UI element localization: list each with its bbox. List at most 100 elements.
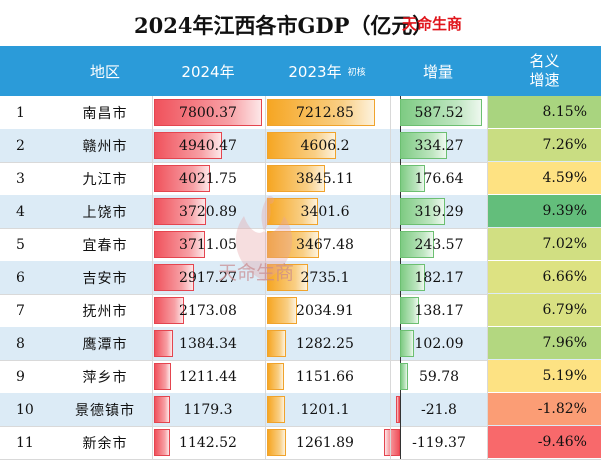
gdp-2024-bar xyxy=(154,165,210,192)
growth-rate-cell: 9.39% xyxy=(488,195,601,227)
gdp-2024-value: 3711.05 xyxy=(179,236,237,253)
increase-bar xyxy=(400,165,425,192)
growth-rate-cell: -9.46% xyxy=(488,426,601,458)
gdp-2024-bar xyxy=(154,264,195,291)
gdp-2024-value: 1142.52 xyxy=(179,434,237,451)
gdp-2023-bar xyxy=(267,396,285,423)
gdp-2023-bar xyxy=(267,330,287,357)
growth-rate-cell: 4.59% xyxy=(488,162,601,194)
table-row: 8 鹰潭市 1384.34 1282.25 102.09 7.96% xyxy=(0,327,601,361)
gdp-2024-value: 7800.37 xyxy=(179,104,237,121)
city-cell: 南昌市 xyxy=(82,105,128,122)
column-divider xyxy=(487,96,488,460)
increase-value: 182.17 xyxy=(414,269,464,286)
title-row: 2024年江西各市GDP（亿元） 天命生商 xyxy=(0,0,601,46)
gdp-2023-value: 1201.1 xyxy=(300,401,350,418)
rank-cell: 1 xyxy=(16,104,25,121)
header-rate: 名义增速 xyxy=(488,46,601,96)
gdp-2024-value: 1211.44 xyxy=(179,368,237,385)
growth-rate-cell: 8.15% xyxy=(488,96,601,128)
gdp-2023-bar xyxy=(267,165,325,192)
increase-bar xyxy=(400,264,426,291)
gdp-2023-bar xyxy=(267,99,375,126)
gdp-2023-bar xyxy=(267,198,318,225)
header-2023: 2023年 初核 xyxy=(266,46,388,96)
column-divider xyxy=(265,96,266,460)
city-cell: 鹰潭市 xyxy=(82,336,128,353)
rank-cell: 11 xyxy=(16,434,34,451)
rank-cell: 7 xyxy=(16,302,25,319)
increase-bar xyxy=(400,198,445,225)
increase-bar xyxy=(400,231,434,258)
city-cell: 新余市 xyxy=(82,435,128,452)
gdp-2023-value: 4606.2 xyxy=(300,137,350,154)
gdp-2023-bar xyxy=(267,132,336,159)
gdp-2023-value: 1282.25 xyxy=(296,335,354,352)
city-cell: 抚州市 xyxy=(82,303,128,320)
brand-label: 天命生商 xyxy=(402,15,463,33)
gdp-2023-value: 1151.66 xyxy=(296,368,354,385)
gdp-2023-bar xyxy=(267,297,298,324)
increase-bar xyxy=(384,429,400,456)
increase-value: 319.29 xyxy=(414,203,464,220)
increase-value: 59.78 xyxy=(418,368,460,385)
gdp-2024-value: 1179.3 xyxy=(183,401,233,418)
city-cell: 景德镇市 xyxy=(75,402,135,419)
growth-rate-cell: 7.02% xyxy=(488,228,601,260)
header-region: 地区 xyxy=(89,62,120,81)
rank-cell: 8 xyxy=(16,335,25,352)
gdp-2024-bar xyxy=(154,198,206,225)
growth-rate-cell: 6.66% xyxy=(488,261,601,293)
increase-value: -119.37 xyxy=(412,434,466,451)
growth-rate-cell: 6.79% xyxy=(488,294,601,326)
growth-rate-cell: -1.82% xyxy=(488,393,601,425)
growth-rate-cell: 7.96% xyxy=(488,327,601,359)
rank-cell: 3 xyxy=(16,170,25,187)
increase-value: 102.09 xyxy=(414,335,464,352)
increase-axis-line xyxy=(400,426,401,459)
increase-bar xyxy=(396,396,400,423)
rank-cell: 10 xyxy=(16,401,34,418)
city-cell: 萍乡市 xyxy=(82,369,128,386)
header-2023-label: 2023年 xyxy=(288,62,342,81)
city-cell: 九江市 xyxy=(82,171,128,188)
city-cell: 吉安市 xyxy=(82,270,128,287)
rank-cell: 2 xyxy=(16,137,25,154)
rank-cell: 6 xyxy=(16,269,25,286)
increase-value: -21.8 xyxy=(421,401,457,418)
gdp-2023-value: 3467.48 xyxy=(296,236,354,253)
gdp-2023-bar xyxy=(267,363,285,390)
table-row: 2 赣州市 4940.47 4606.2 334.27 7.26% xyxy=(0,129,601,163)
gdp-2024-bar xyxy=(154,429,170,456)
gdp-2024-bar xyxy=(154,297,185,324)
table-row: 5 宜春市 3711.05 3467.48 243.57 7.02% xyxy=(0,228,601,262)
table-row: 1 南昌市 7800.37 7212.85 587.52 8.15% xyxy=(0,96,601,130)
city-cell: 赣州市 xyxy=(82,138,128,155)
header-2023-note: 初核 xyxy=(347,67,366,78)
gdp-2024-value: 2173.08 xyxy=(179,302,237,319)
table-row: 4 上饶市 3720.89 3401.6 319.29 9.39% xyxy=(0,195,601,229)
gdp-2024-bar xyxy=(154,99,262,126)
gdp-2023-value: 3401.6 xyxy=(300,203,350,220)
chart-title: 2024年江西各市GDP（亿元） xyxy=(134,13,434,38)
gdp-2024-value: 3720.89 xyxy=(179,203,237,220)
increase-axis-line xyxy=(400,393,401,426)
gdp-2024-value: 4940.47 xyxy=(179,137,237,154)
table-row: 6 吉安市 2917.27 2735.1 182.17 6.66% xyxy=(0,261,601,295)
gdp-2024-bar xyxy=(154,363,171,390)
city-cell: 上饶市 xyxy=(82,204,128,221)
table-row: 7 抚州市 2173.08 2034.91 138.17 6.79% xyxy=(0,294,601,328)
gdp-2023-value: 1261.89 xyxy=(296,434,354,451)
gdp-2023-bar xyxy=(267,429,286,456)
increase-value: 334.27 xyxy=(414,137,464,154)
increase-bar xyxy=(400,363,409,390)
gdp-2024-value: 2917.27 xyxy=(179,269,237,286)
watermark-logo-icon xyxy=(235,196,293,281)
column-divider xyxy=(390,96,391,460)
gdp-2024-bar xyxy=(154,231,206,258)
table-row: 10 景德镇市 1179.3 1201.1 -21.8 -1.82% xyxy=(0,393,601,427)
header-increase: 增量 xyxy=(422,62,453,81)
increase-bar xyxy=(400,330,415,357)
growth-rate-cell: 7.26% xyxy=(488,129,601,161)
gdp-2023-value: 2735.1 xyxy=(300,269,350,286)
